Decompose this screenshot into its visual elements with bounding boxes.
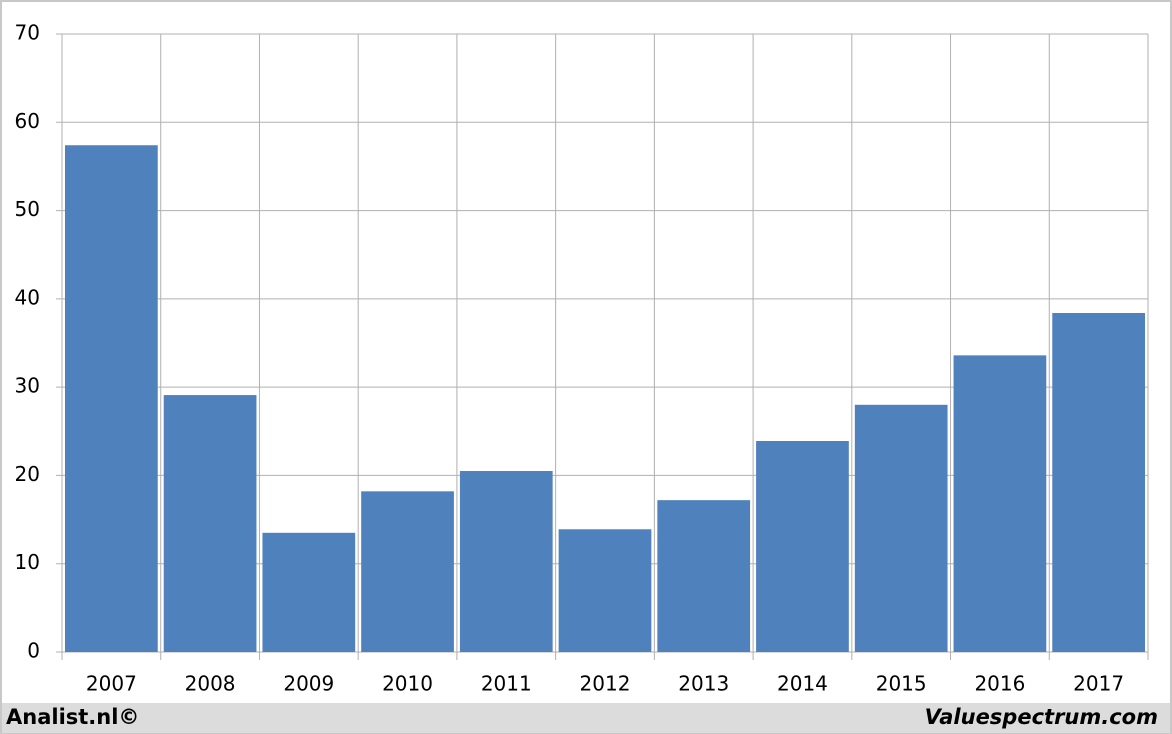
y-tick-label: 60 bbox=[15, 109, 40, 133]
footer-left: Analist.nl© bbox=[6, 705, 139, 729]
x-tick-label: 2015 bbox=[876, 672, 927, 696]
x-tick-label: 2008 bbox=[185, 672, 236, 696]
x-tick-label: 2007 bbox=[86, 672, 137, 696]
x-tick-label: 2009 bbox=[283, 672, 334, 696]
bar bbox=[756, 440, 849, 652]
x-tick-label: 2017 bbox=[1073, 672, 1124, 696]
footer-bar bbox=[2, 703, 1170, 733]
bar bbox=[459, 471, 553, 652]
x-tick-label: 2013 bbox=[678, 672, 729, 696]
bar bbox=[558, 529, 652, 652]
x-tick-label: 2012 bbox=[580, 672, 631, 696]
x-tick-label: 2011 bbox=[481, 672, 532, 696]
bar bbox=[953, 355, 1047, 652]
bar bbox=[657, 500, 751, 652]
bar bbox=[65, 145, 158, 653]
bar bbox=[361, 491, 454, 652]
x-tick-label: 2010 bbox=[382, 672, 433, 696]
y-tick-label: 50 bbox=[15, 197, 40, 221]
x-tick-label: 2016 bbox=[974, 672, 1025, 696]
footer-right: Valuespectrum.com bbox=[925, 705, 1158, 729]
bar bbox=[262, 532, 356, 652]
bar bbox=[163, 395, 257, 652]
x-tick-label: 2014 bbox=[777, 672, 828, 696]
y-tick-label: 10 bbox=[15, 550, 40, 574]
y-tick-label: 30 bbox=[15, 374, 40, 398]
bar bbox=[1052, 312, 1145, 652]
y-tick-label: 40 bbox=[15, 285, 40, 309]
y-tick-label: 20 bbox=[15, 462, 40, 486]
bar bbox=[854, 404, 948, 652]
y-tick-label: 70 bbox=[15, 21, 40, 45]
y-tick-label: 0 bbox=[27, 639, 40, 663]
